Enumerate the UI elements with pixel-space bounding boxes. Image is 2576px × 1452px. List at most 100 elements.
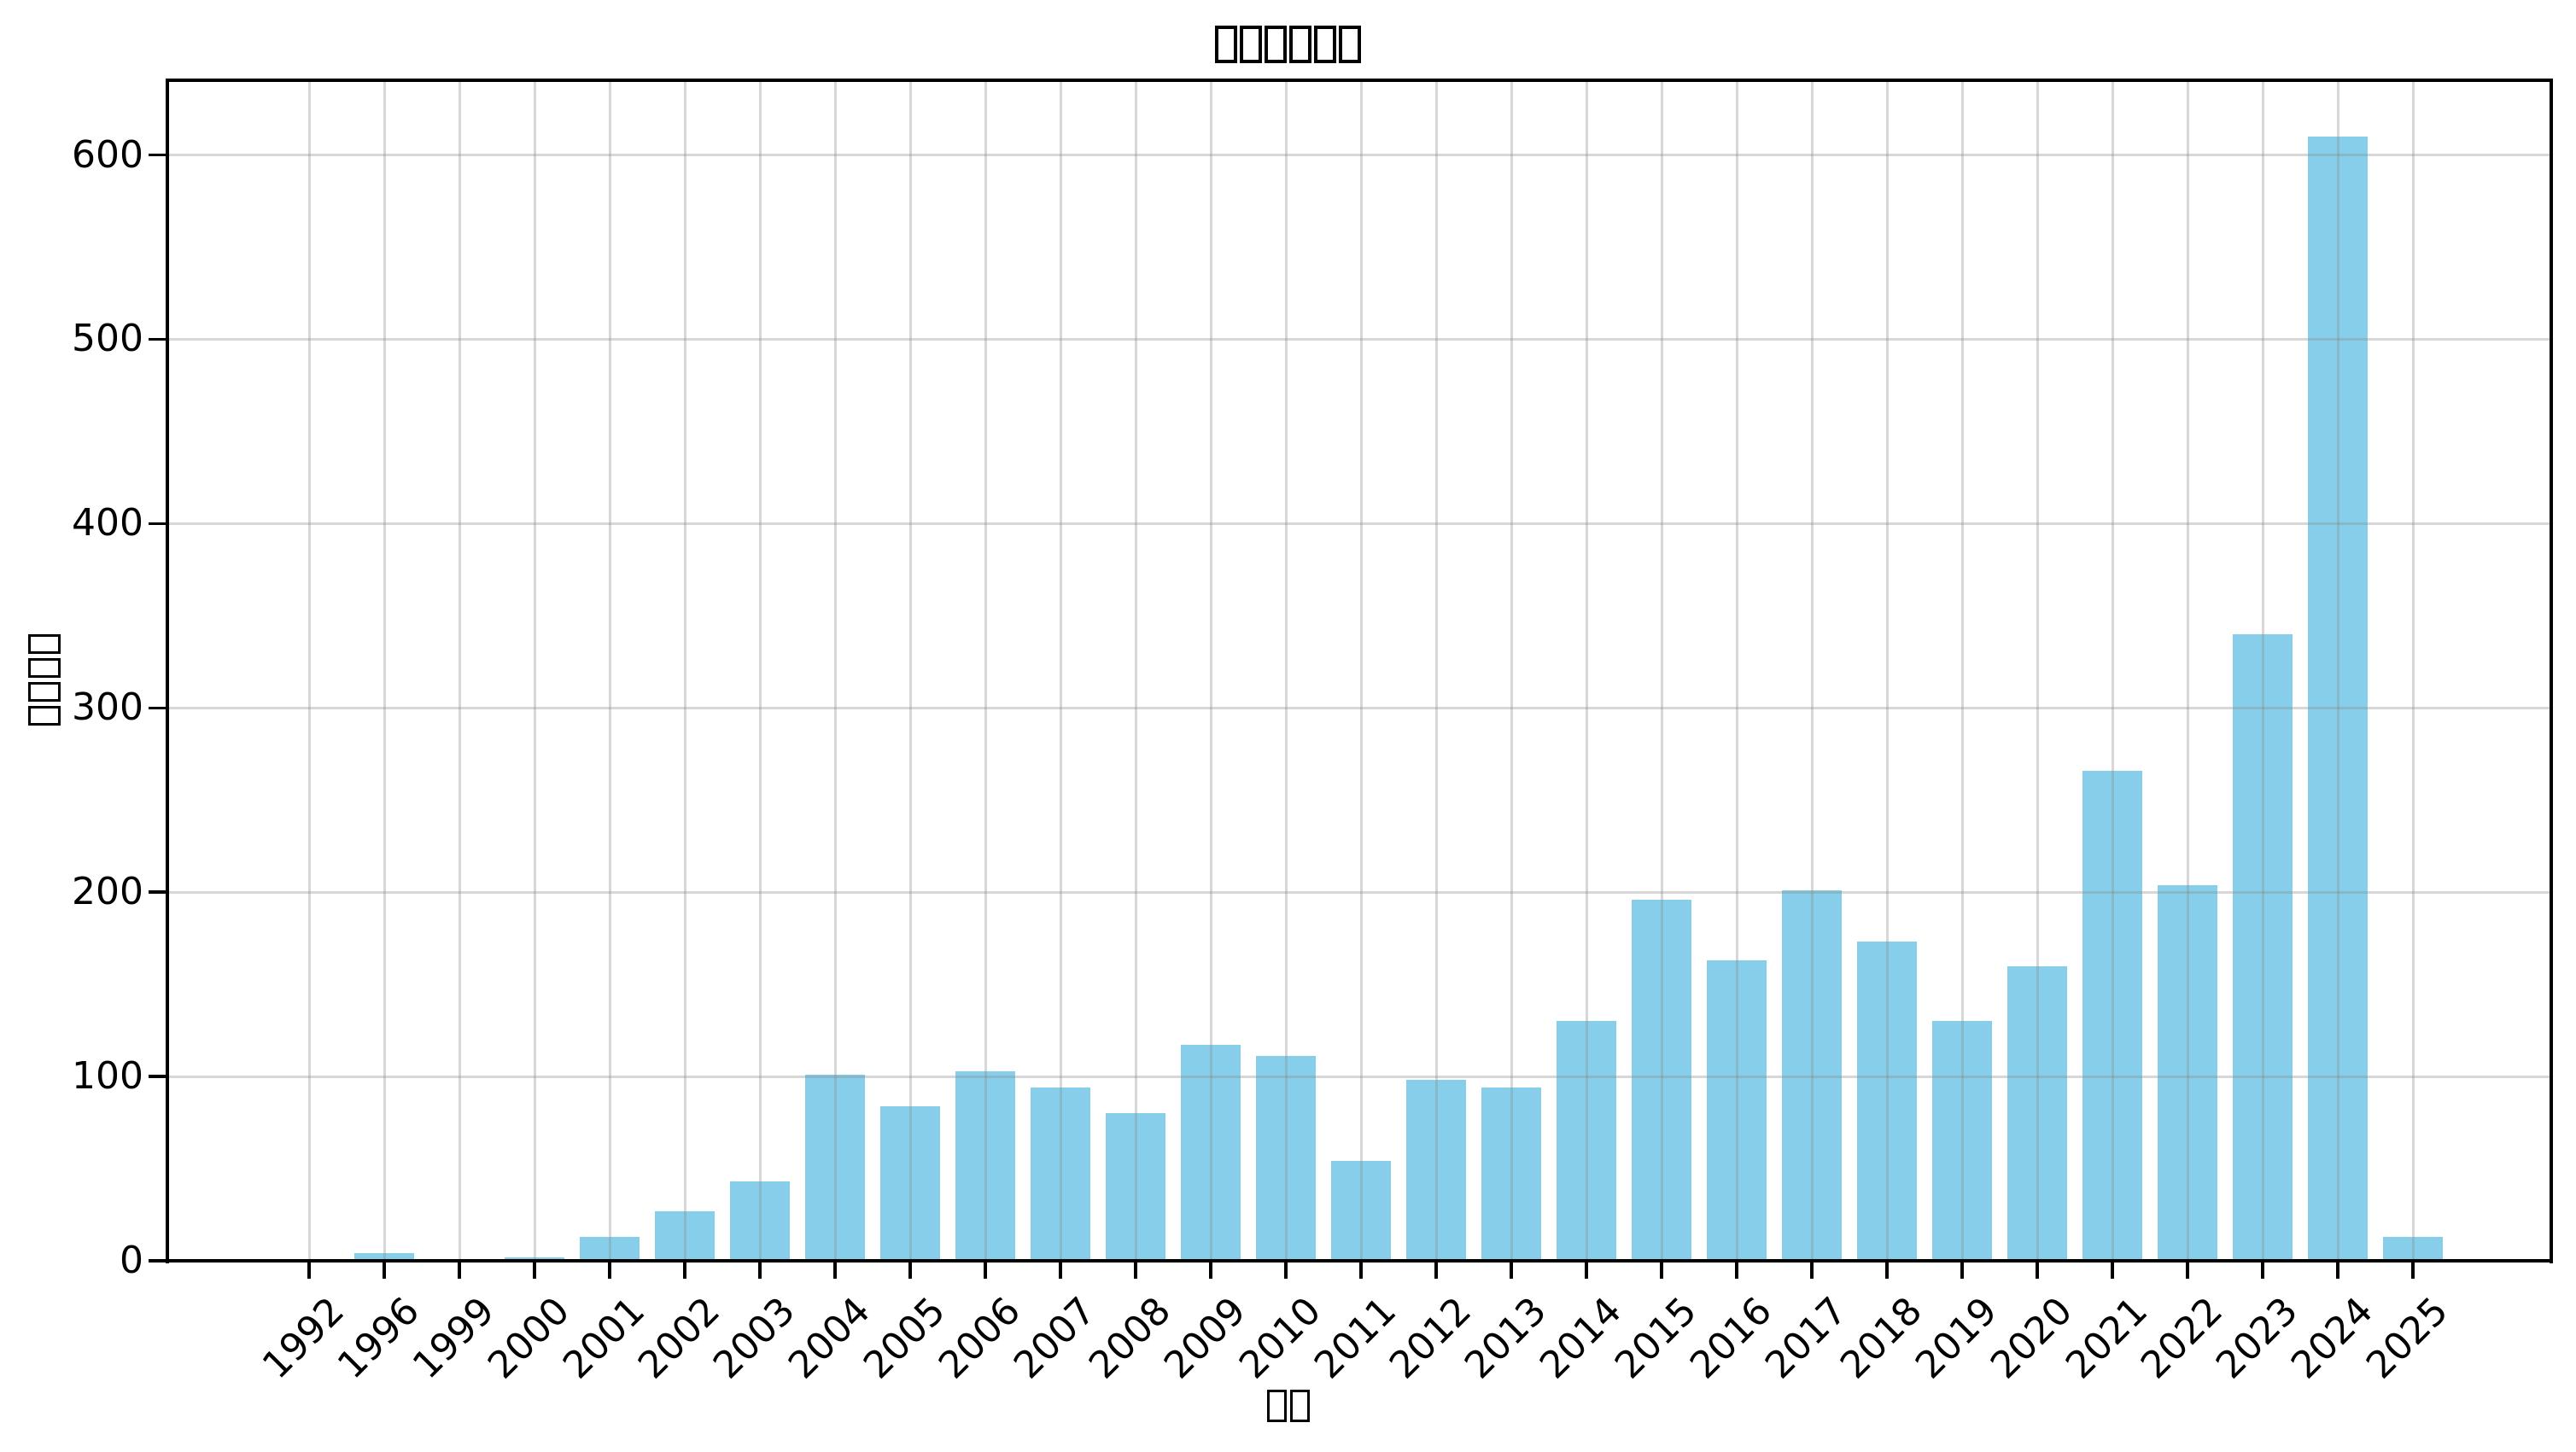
- v-gridline-2009: [1209, 79, 1212, 1261]
- xlabel-missing-glyph-box: [1289, 1390, 1310, 1422]
- y-tick-label-100: 100: [72, 1054, 143, 1099]
- x-tick-2020: [2036, 1262, 2039, 1279]
- v-gridline-2014: [1585, 79, 1588, 1261]
- bar-2006: [955, 1071, 1015, 1261]
- y-tick-400: [149, 522, 166, 526]
- y-tick-500: [149, 337, 166, 341]
- x-tick-1999: [458, 1262, 461, 1279]
- x-tick-2022: [2186, 1262, 2189, 1279]
- v-gridline-2012: [1434, 79, 1438, 1261]
- v-gridline-1996: [383, 79, 386, 1261]
- title-missing-glyph-box: [1240, 26, 1262, 63]
- v-gridline-2024: [2336, 79, 2339, 1261]
- bar-2012: [1406, 1080, 1466, 1261]
- bar-2010: [1256, 1056, 1316, 1261]
- x-tick-2002: [683, 1262, 686, 1279]
- v-gridline-2019: [1960, 79, 1964, 1261]
- ylabel-missing-glyph-box: [28, 657, 61, 678]
- x-tick-2019: [1960, 1262, 1964, 1279]
- bar-2016: [1707, 960, 1767, 1261]
- bar-1996: [354, 1253, 414, 1261]
- x-tick-2017: [1810, 1262, 1814, 1279]
- x-axis-label-missing-glyphs: [0, 1390, 2576, 1422]
- y-tick-label-400: 400: [72, 501, 143, 545]
- x-tick-2008: [1134, 1262, 1137, 1279]
- v-gridline-2022: [2186, 79, 2189, 1261]
- bar-2025: [2383, 1237, 2443, 1261]
- bar-2005: [880, 1106, 940, 1261]
- title-missing-glyph-box: [1339, 26, 1361, 63]
- left-spine: [166, 79, 169, 1263]
- ylabel-missing-glyph-box: [28, 681, 61, 702]
- bar-2011: [1331, 1161, 1391, 1261]
- y-tick-label-200: 200: [72, 870, 143, 914]
- v-gridline-2000: [533, 79, 536, 1261]
- v-gridline-2023: [2261, 79, 2264, 1261]
- x-tick-2023: [2261, 1262, 2264, 1279]
- v-gridline-2018: [1885, 79, 1889, 1261]
- top-spine: [166, 79, 2553, 82]
- v-gridline-2004: [833, 79, 837, 1261]
- bar-2019: [1932, 1021, 1992, 1261]
- v-gridline-2015: [1660, 79, 1663, 1261]
- v-gridline-2021: [2111, 79, 2114, 1261]
- x-tick-2007: [1059, 1262, 1062, 1279]
- v-gridline-1999: [458, 79, 461, 1261]
- v-gridline-2003: [758, 79, 762, 1261]
- v-gridline-2010: [1284, 79, 1288, 1261]
- y-tick-label-600: 600: [72, 132, 143, 177]
- v-gridline-2011: [1359, 79, 1363, 1261]
- v-gridline-2005: [908, 79, 912, 1261]
- bar-2015: [1632, 900, 1691, 1261]
- x-tick-2005: [908, 1262, 912, 1279]
- h-gridline-600: [167, 154, 2551, 157]
- bar-2013: [1481, 1088, 1541, 1261]
- v-gridline-2006: [984, 79, 987, 1261]
- title-missing-glyph-box: [1215, 26, 1237, 63]
- bottom-spine: [166, 1259, 2553, 1262]
- right-spine: [2550, 79, 2553, 1263]
- x-tick-2003: [758, 1262, 762, 1279]
- h-gridline-100: [167, 1075, 2551, 1078]
- v-gridline-2020: [2036, 79, 2039, 1261]
- plot-area: [167, 79, 2551, 1261]
- x-tick-2010: [1284, 1262, 1288, 1279]
- x-tick-2012: [1434, 1262, 1438, 1279]
- bar-2009: [1181, 1045, 1241, 1261]
- v-gridline-2016: [1735, 79, 1738, 1261]
- x-tick-2015: [1660, 1262, 1663, 1279]
- x-tick-2021: [2111, 1262, 2114, 1279]
- x-tick-2009: [1209, 1262, 1212, 1279]
- bar-2002: [655, 1211, 715, 1261]
- bar-2020: [2007, 966, 2067, 1261]
- bar-2003: [730, 1181, 790, 1261]
- h-gridline-300: [167, 706, 2551, 709]
- title-missing-glyph-box: [1289, 26, 1311, 63]
- bar-2014: [1557, 1021, 1616, 1261]
- y-tick-label-0: 0: [120, 1239, 143, 1282]
- y-tick-0: [149, 1259, 166, 1262]
- bar-2024: [2308, 137, 2368, 1261]
- x-tick-2004: [833, 1262, 837, 1279]
- x-tick-2018: [1885, 1262, 1889, 1279]
- y-tick-label-500: 500: [72, 317, 143, 361]
- v-gridline-2025: [2411, 79, 2415, 1261]
- bar-2017: [1782, 890, 1842, 1261]
- x-tick-2001: [608, 1262, 611, 1279]
- v-gridline-2007: [1059, 79, 1062, 1261]
- x-tick-2013: [1510, 1262, 1513, 1279]
- y-tick-600: [149, 153, 166, 157]
- bar-2021: [2082, 771, 2142, 1261]
- v-gridline-2001: [608, 79, 611, 1261]
- x-tick-2000: [533, 1262, 536, 1279]
- h-gridline-200: [167, 890, 2551, 894]
- v-gridline-2013: [1510, 79, 1513, 1261]
- chart-title-missing-glyphs: [0, 26, 2576, 63]
- v-gridline-2017: [1810, 79, 1814, 1261]
- v-gridline-2002: [683, 79, 686, 1261]
- ylabel-missing-glyph-box: [28, 705, 61, 726]
- bar-2008: [1106, 1113, 1165, 1261]
- y-tick-200: [149, 890, 166, 894]
- title-missing-glyph-box: [1314, 26, 1336, 63]
